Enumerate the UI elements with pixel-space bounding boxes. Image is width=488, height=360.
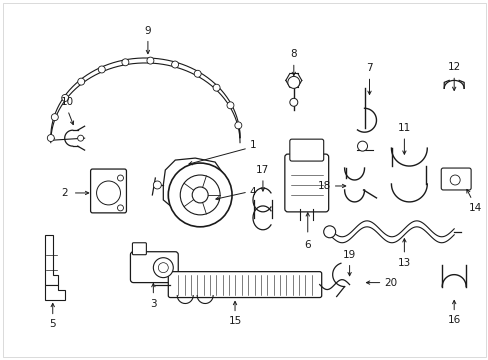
Text: 14: 14 [468, 203, 481, 213]
Circle shape [78, 135, 83, 141]
Text: 7: 7 [366, 63, 372, 73]
Text: 11: 11 [397, 123, 410, 133]
Text: 6: 6 [304, 240, 310, 250]
FancyBboxPatch shape [289, 139, 323, 161]
Circle shape [289, 98, 297, 106]
Circle shape [226, 102, 233, 109]
Circle shape [78, 78, 84, 85]
Circle shape [153, 258, 173, 278]
Circle shape [96, 181, 120, 205]
Circle shape [234, 122, 242, 129]
Circle shape [194, 70, 201, 77]
Circle shape [117, 175, 123, 181]
FancyBboxPatch shape [168, 272, 321, 298]
Text: 13: 13 [397, 258, 410, 268]
Circle shape [158, 263, 168, 273]
Circle shape [213, 84, 220, 91]
Circle shape [153, 181, 161, 189]
Text: 2: 2 [61, 188, 68, 198]
Circle shape [47, 135, 54, 141]
Text: 20: 20 [383, 278, 396, 288]
Text: 9: 9 [144, 26, 151, 36]
FancyBboxPatch shape [285, 154, 328, 212]
Text: 10: 10 [61, 97, 74, 107]
Polygon shape [163, 158, 222, 212]
Circle shape [171, 61, 178, 68]
Circle shape [192, 187, 208, 203]
Circle shape [146, 57, 154, 64]
Text: 3: 3 [150, 298, 156, 309]
Circle shape [357, 141, 367, 151]
Polygon shape [45, 235, 58, 285]
Text: 15: 15 [228, 316, 241, 327]
FancyBboxPatch shape [132, 243, 146, 255]
Circle shape [122, 59, 129, 66]
Circle shape [287, 76, 299, 88]
Circle shape [449, 175, 459, 185]
Text: 1: 1 [249, 140, 256, 150]
Text: 17: 17 [256, 165, 269, 175]
Circle shape [323, 226, 335, 238]
Text: 18: 18 [317, 181, 331, 191]
Polygon shape [45, 285, 64, 300]
FancyBboxPatch shape [90, 169, 126, 213]
Text: 19: 19 [342, 250, 355, 260]
Circle shape [168, 163, 232, 227]
Text: 4: 4 [249, 187, 256, 197]
Circle shape [117, 205, 123, 211]
Text: 5: 5 [49, 319, 56, 329]
Circle shape [51, 114, 58, 121]
Text: 8: 8 [290, 49, 297, 59]
FancyBboxPatch shape [130, 252, 178, 283]
Circle shape [180, 175, 220, 215]
Text: 12: 12 [447, 62, 460, 72]
Circle shape [61, 94, 68, 102]
FancyBboxPatch shape [440, 168, 470, 190]
Circle shape [98, 66, 105, 73]
Text: 16: 16 [447, 315, 460, 325]
